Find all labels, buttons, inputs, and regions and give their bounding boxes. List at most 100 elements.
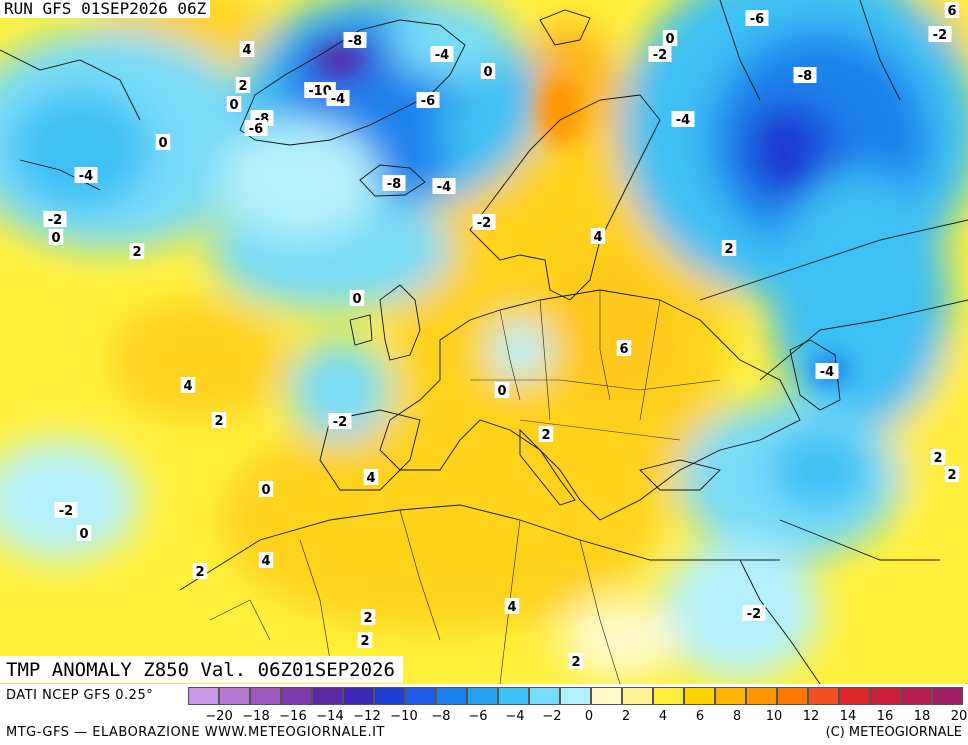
contour-label: -2	[933, 28, 947, 43]
contour-label-bg	[815, 363, 839, 379]
scale-tick-label: 0	[584, 709, 594, 724]
contour-label: 0	[665, 32, 674, 47]
contour-label: 2	[132, 245, 141, 260]
scale-tick-label: 16	[876, 709, 894, 724]
contour-label: -6	[750, 12, 764, 27]
scale-swatch	[343, 687, 374, 705]
contour-label: -2	[747, 607, 761, 622]
contour-label: -10	[308, 84, 332, 99]
contour-label: -6	[421, 94, 435, 109]
contour-label-bg	[416, 92, 440, 108]
contour-label-bg	[360, 609, 376, 625]
scale-tick-label: 14	[839, 709, 857, 724]
scale-swatch	[808, 687, 839, 705]
scale-tick-label: −18	[242, 709, 270, 724]
contour-label-bg	[930, 449, 946, 465]
contour-label-bg	[343, 32, 367, 48]
contour-label: -4	[435, 48, 449, 63]
scale-tick-label: 2	[621, 709, 631, 724]
contour-label-bg	[363, 469, 379, 485]
contour-label: 0	[79, 527, 88, 542]
scale-tick-label: −14	[316, 709, 344, 724]
scale-tick-label: 12	[802, 709, 820, 724]
run-label: RUN GFS 01SEP2026 06Z	[0, 0, 211, 18]
contour-label-bg	[211, 412, 227, 428]
scale-tick-label: 8	[732, 709, 742, 724]
contour-label: 0	[352, 292, 361, 307]
coastlines	[0, 0, 968, 684]
contour-label-bg	[590, 228, 606, 244]
contour-label-bg	[235, 77, 251, 93]
scale-swatch	[932, 687, 963, 705]
contour-label: 2	[571, 655, 580, 670]
legend-footer: DATI NCEP GFS 0.25° −20 −18 −16 −14 −12 −10 −8…	[0, 684, 968, 745]
contour-label: 2	[541, 428, 550, 443]
contour-label: 4	[242, 43, 251, 58]
contour-label: -4	[676, 113, 690, 128]
contour-label: 0	[229, 98, 238, 113]
contour-label-bg	[357, 632, 373, 648]
contour-label-bg	[538, 426, 554, 442]
contour-label: 2	[933, 451, 942, 466]
contour-label: 6	[947, 4, 956, 19]
scale-swatch	[374, 687, 405, 705]
contour-label: 0	[261, 483, 270, 498]
scale-swatch	[560, 687, 591, 705]
contour-label-bg	[616, 340, 632, 356]
contour-label-bg	[54, 502, 78, 518]
scale-tick-label: 10	[765, 709, 783, 724]
contour-label-bg	[568, 653, 584, 669]
scale-tick-label: −20	[205, 709, 233, 724]
contour-label-bg	[180, 377, 196, 393]
contour-label: 0	[51, 231, 60, 246]
contour-label: 2	[363, 611, 372, 626]
contour-label: 4	[507, 600, 516, 615]
contour-label-bg	[721, 240, 737, 256]
contour-label-bg	[382, 175, 406, 191]
scale-tick-label: −6	[468, 709, 488, 724]
scale-swatch	[870, 687, 901, 705]
contour-label: 0	[497, 384, 506, 399]
scale-tick-label: −4	[505, 709, 525, 724]
scale-swatch	[467, 687, 498, 705]
scale-swatch	[901, 687, 932, 705]
scale-swatch	[219, 687, 250, 705]
contour-label-bg	[129, 243, 145, 259]
anomaly-title: TMP ANOMALY Z850 Val. 06Z01SEP2026	[0, 656, 403, 683]
contour-label: 4	[261, 554, 270, 569]
scale-swatch	[653, 687, 684, 705]
scale-tick-label: −10	[390, 709, 418, 724]
copyright-text: (C) METEOGIORNALE	[825, 725, 962, 740]
contour-label-bg	[504, 598, 520, 614]
contour-label: 4	[183, 379, 192, 394]
contour-label-bg	[432, 178, 456, 194]
contour-label: -4	[437, 180, 451, 195]
contour-label: -2	[333, 415, 347, 430]
contour-label: -2	[477, 216, 491, 231]
contour-label: 2	[214, 414, 223, 429]
scale-tick-label: −16	[279, 709, 307, 724]
contour-label: -4	[331, 92, 345, 107]
contour-label-bg	[745, 10, 769, 26]
contour-label: 2	[360, 634, 369, 649]
contour-label: -8	[348, 34, 362, 49]
contour-label-bg	[239, 41, 255, 57]
contour-label-bg	[472, 214, 496, 230]
data-source-label: DATI NCEP GFS 0.25°	[6, 688, 154, 703]
contour-label-bg	[192, 563, 208, 579]
contour-label-bg	[76, 525, 92, 541]
scale-swatch	[281, 687, 312, 705]
contour-label: 6	[619, 342, 628, 357]
contour-label: 2	[947, 468, 956, 483]
contour-label-bg	[74, 167, 98, 183]
contour-label: -8	[387, 177, 401, 192]
scale-tick-label: 20	[950, 709, 968, 724]
scale-tick-label: 4	[658, 709, 668, 724]
contour-label-bg	[494, 382, 510, 398]
contour-label: -8	[798, 69, 812, 84]
contour-label-bg	[244, 120, 268, 136]
contour-label-bg	[742, 605, 766, 621]
scale-swatch	[312, 687, 343, 705]
scale-swatch	[529, 687, 560, 705]
